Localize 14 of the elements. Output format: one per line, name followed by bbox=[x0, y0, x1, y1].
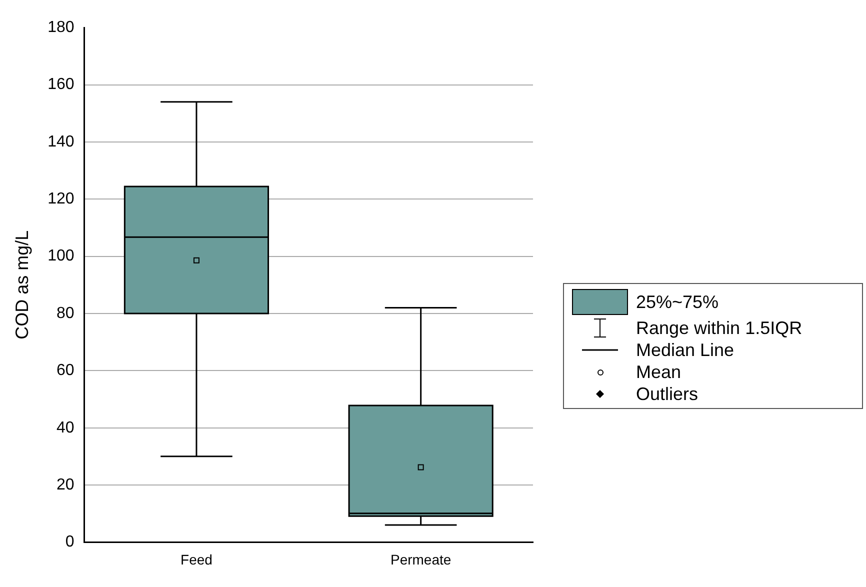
y-axis-title: COD as mg/L bbox=[12, 230, 32, 340]
y-tick-label: 0 bbox=[65, 534, 74, 551]
x-tick-label: Feed bbox=[180, 551, 212, 568]
y-tick-label: 40 bbox=[56, 419, 74, 436]
y-tick-label: 120 bbox=[48, 190, 74, 208]
y-tick-label: 140 bbox=[48, 133, 74, 150]
y-tick-label: 60 bbox=[56, 362, 74, 380]
y-tick-label: 80 bbox=[56, 304, 74, 322]
y-tick-label: 180 bbox=[48, 19, 74, 36]
y-tick-label: 160 bbox=[48, 76, 74, 94]
y-tick-label: 100 bbox=[48, 248, 74, 265]
x-tick-label: Permeate bbox=[390, 551, 452, 568]
y-tick-label: 20 bbox=[56, 476, 74, 494]
box-key-panel: 25%~75% Range within 1.5IQR Median Line Mean Outliers bbox=[563, 283, 863, 409]
